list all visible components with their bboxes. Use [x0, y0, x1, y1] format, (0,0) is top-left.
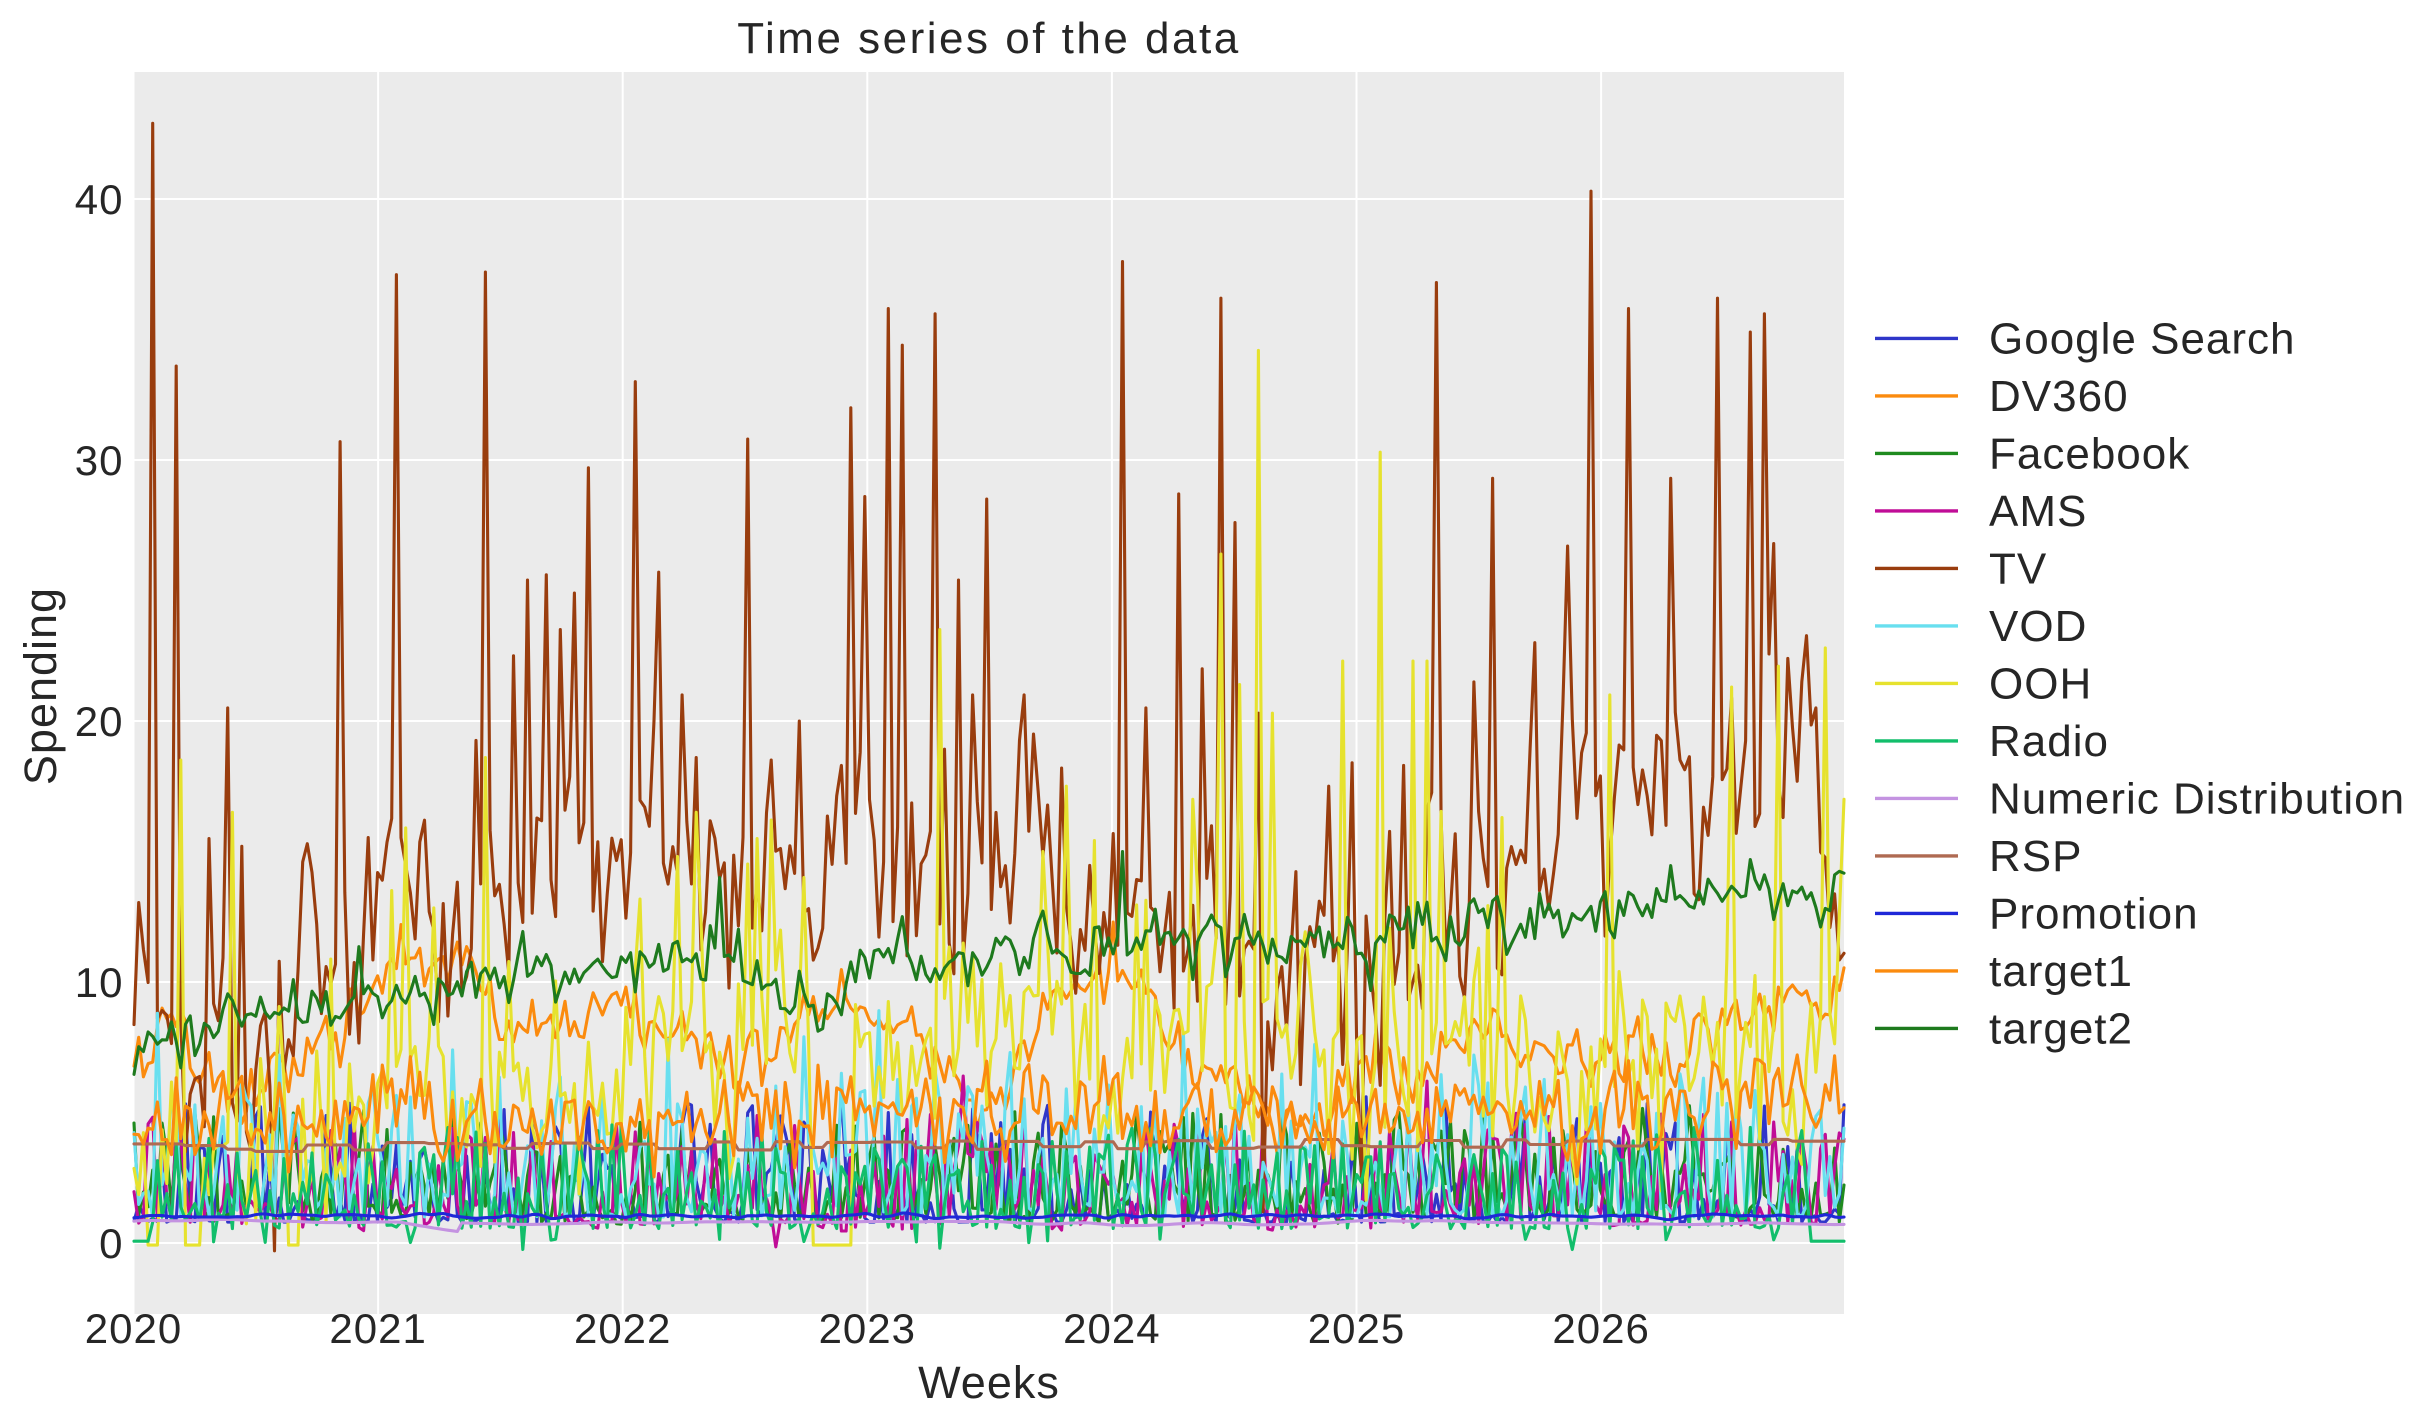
- svg-text:Promotion: Promotion: [1989, 889, 2199, 938]
- svg-text:10: 10: [75, 959, 124, 1006]
- svg-text:Google Search: Google Search: [1989, 314, 2296, 363]
- svg-text:target2: target2: [1989, 1004, 2133, 1053]
- svg-text:2024: 2024: [1063, 1305, 1160, 1352]
- svg-text:OOH: OOH: [1989, 659, 2092, 708]
- svg-text:Radio: Radio: [1989, 717, 2109, 766]
- svg-text:Weeks: Weeks: [918, 1357, 1060, 1408]
- svg-text:2020: 2020: [85, 1305, 182, 1352]
- svg-text:2022: 2022: [574, 1305, 671, 1352]
- svg-text:VOD: VOD: [1989, 602, 2087, 651]
- svg-text:Numeric Distribution: Numeric Distribution: [1989, 774, 2405, 823]
- svg-text:DV360: DV360: [1989, 372, 2129, 421]
- svg-text:2023: 2023: [819, 1305, 916, 1352]
- svg-text:2025: 2025: [1308, 1305, 1405, 1352]
- svg-text:target1: target1: [1989, 947, 2133, 996]
- svg-text:TV: TV: [1989, 544, 2047, 593]
- svg-text:Time series of the data: Time series of the data: [737, 14, 1240, 63]
- svg-text:40: 40: [75, 176, 124, 223]
- svg-text:RSP: RSP: [1989, 832, 2082, 881]
- svg-text:0: 0: [99, 1220, 123, 1267]
- svg-text:30: 30: [75, 437, 124, 484]
- svg-text:AMS: AMS: [1989, 487, 2087, 536]
- svg-text:20: 20: [75, 698, 124, 745]
- svg-text:Facebook: Facebook: [1989, 429, 2190, 478]
- svg-text:2026: 2026: [1552, 1305, 1649, 1352]
- svg-text:Spending: Spending: [15, 587, 66, 785]
- svg-text:2021: 2021: [329, 1305, 426, 1352]
